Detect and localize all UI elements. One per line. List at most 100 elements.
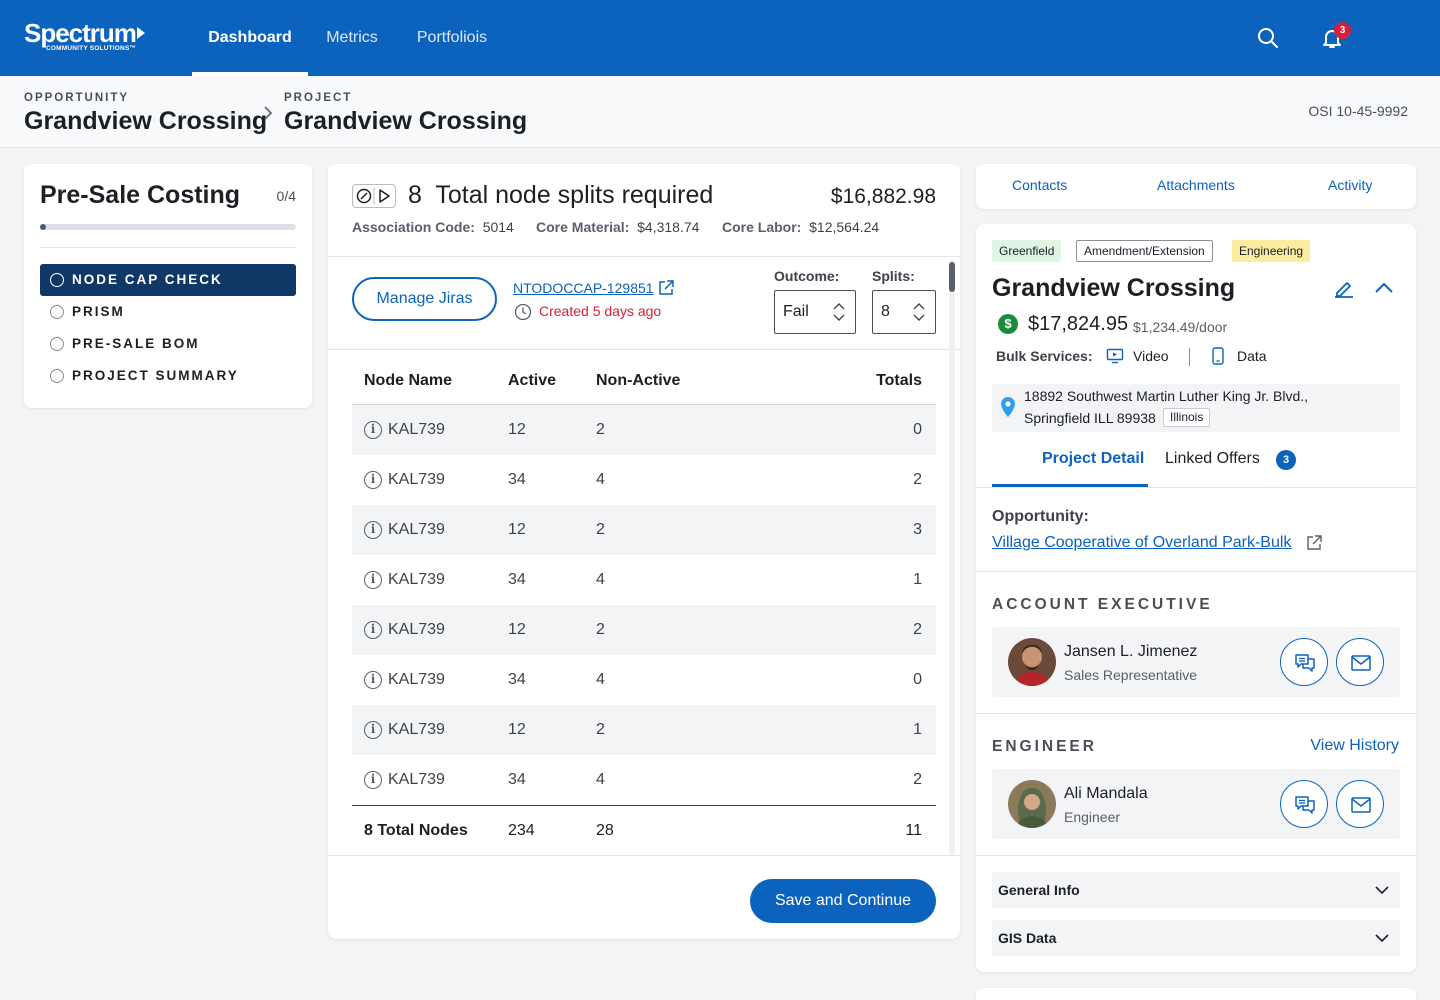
notification-badge: 3 <box>1334 22 1351 39</box>
node-splits-total: $16,882.98 <box>830 185 936 208</box>
external-link-icon[interactable] <box>657 279 675 302</box>
table-row[interactable]: i KAL739 12 2 2 <box>352 605 936 655</box>
table-scrollbar[interactable] <box>949 260 955 856</box>
splits-stepper[interactable]: 8 <box>872 290 936 334</box>
info-icon[interactable]: i <box>364 721 382 739</box>
opportunity-title[interactable]: Grandview Crossing <box>24 107 268 135</box>
tab-contacts[interactable]: Contacts <box>1012 177 1068 193</box>
external-link-icon[interactable] <box>1305 534 1323 557</box>
linked-offers-count: 3 <box>1276 450 1296 470</box>
non-active-cell: 2 <box>596 521 605 538</box>
info-icon[interactable]: i <box>364 421 382 439</box>
next-card <box>976 988 1416 1000</box>
state-chip: Illinois <box>1163 408 1211 427</box>
accordion-gis-data[interactable]: GIS Data <box>992 920 1400 956</box>
totals-cell: 2 <box>913 471 922 488</box>
info-icon[interactable]: i <box>364 571 382 589</box>
tab-activity[interactable]: Activity <box>1328 177 1373 193</box>
non-active-cell: 2 <box>596 721 605 738</box>
bulk-services-label: Bulk Services: <box>996 348 1093 364</box>
osi-number: OSI 10-45-9992 <box>1308 103 1408 119</box>
top-nav: Spectrum COMMUNITY SOLUTIONS™ Dashboard … <box>0 0 1440 76</box>
info-icon[interactable]: i <box>364 671 382 689</box>
search-icon[interactable] <box>1256 26 1280 55</box>
presale-count: 0/4 <box>276 188 296 204</box>
table-row[interactable]: i KAL739 12 2 1 <box>352 705 936 755</box>
tab-project-detail[interactable]: Project Detail <box>1042 450 1145 467</box>
location-pin-icon <box>999 396 1017 423</box>
view-history-link[interactable]: View History <box>1310 737 1399 754</box>
bulk-service-video: Video <box>1133 348 1169 364</box>
table-row[interactable]: i KAL739 12 2 3 <box>352 505 936 555</box>
step-pre-sale-bom[interactable]: PRE-SALE BOM <box>40 328 296 360</box>
active-cell: 34 <box>508 571 526 588</box>
clock-icon <box>514 303 532 326</box>
node-splits-title: 8 Total node splits required <box>408 181 714 209</box>
non-active-cell: 4 <box>596 571 605 588</box>
info-icon[interactable]: i <box>364 621 382 639</box>
opportunity-link[interactable]: Village Cooperative of Overland Park-Bul… <box>992 534 1292 551</box>
info-icon[interactable]: i <box>364 471 382 489</box>
email-button[interactable] <box>1336 638 1384 686</box>
jira-link[interactable]: NTODOCCAP-129851 <box>513 280 654 296</box>
right-tabs: Contacts Attachments Activity <box>976 164 1416 209</box>
chevron-down-icon <box>1374 882 1390 901</box>
active-cell: 12 <box>508 521 526 538</box>
core-labor: Core Labor: $12,564.24 <box>722 219 880 235</box>
avatar <box>1008 638 1056 686</box>
table-row[interactable]: i KAL739 34 4 2 <box>352 755 936 805</box>
project-price: $17,824.95 <box>1028 313 1129 335</box>
collapse-chevron-up-icon[interactable] <box>1372 276 1396 305</box>
manage-jiras-button[interactable]: Manage Jiras <box>352 277 497 321</box>
step-project-summary[interactable]: PROJECT SUMMARY <box>40 360 296 392</box>
col-totals[interactable]: Totals <box>876 372 922 389</box>
chat-button[interactable] <box>1280 638 1328 686</box>
step-prism[interactable]: PRISM <box>40 296 296 328</box>
address-line1: 18892 Southwest Martin Luther King Jr. B… <box>1024 388 1309 404</box>
account-executive-name: Jansen L. Jimenez <box>1064 643 1198 660</box>
save-and-continue-button[interactable]: Save and Continue <box>750 879 936 923</box>
accordion-general-info[interactable]: General Info <box>992 872 1400 908</box>
core-material: Core Material: $4,318.74 <box>536 219 700 235</box>
col-active[interactable]: Active <box>508 372 557 389</box>
node-status-icons <box>352 184 396 208</box>
tab-attachments[interactable]: Attachments <box>1157 177 1235 193</box>
engineer-card: Ali Mandala Engineer <box>992 769 1400 839</box>
jira-created-time: Created 5 days ago <box>539 303 662 319</box>
nav-metrics[interactable]: Metrics <box>326 29 378 46</box>
presale-progress-fill <box>40 224 47 230</box>
active-cell: 12 <box>508 421 526 438</box>
table-row[interactable]: i KAL739 12 2 0 <box>352 405 936 455</box>
outcome-select[interactable]: Fail <box>774 290 856 334</box>
edit-icon[interactable] <box>1332 276 1356 305</box>
totals-cell: 1 <box>913 721 922 738</box>
tag-engineering: Engineering <box>1232 240 1311 262</box>
divider <box>976 855 1416 856</box>
table-row[interactable]: i KAL739 34 4 1 <box>352 555 936 605</box>
mail-icon <box>1351 655 1371 671</box>
project-title: Grandview Crossing <box>284 107 528 135</box>
tab-linked-offers[interactable]: Linked Offers <box>1165 450 1260 467</box>
nav-dashboard[interactable]: Dashboard <box>192 0 308 76</box>
info-icon[interactable]: i <box>364 771 382 789</box>
email-button[interactable] <box>1336 780 1384 828</box>
opportunity-label: Opportunity: <box>992 508 1089 525</box>
info-icon[interactable]: i <box>364 521 382 539</box>
spectrum-logo[interactable]: Spectrum COMMUNITY SOLUTIONS™ <box>24 20 145 52</box>
table-row[interactable]: i KAL739 34 4 2 <box>352 455 936 505</box>
chat-button[interactable] <box>1280 780 1328 828</box>
node-name-cell: KAL739 <box>388 771 445 788</box>
scrollbar-thumb[interactable] <box>949 262 955 292</box>
tag-amendment: Amendment/Extension <box>1076 240 1213 262</box>
active-tab-indicator <box>992 484 1148 487</box>
tag-greenfield: Greenfield <box>992 240 1062 262</box>
nav-portfolios[interactable]: Portfoliois <box>416 29 488 46</box>
col-non-active[interactable]: Non-Active <box>596 372 681 389</box>
non-active-cell: 4 <box>596 471 605 488</box>
address-box: 18892 Southwest Martin Luther King Jr. B… <box>992 384 1400 432</box>
table-row[interactable]: i KAL739 34 4 0 <box>352 655 936 705</box>
node-splits-panel: 8 Total node splits required $16,882.98 … <box>328 164 960 939</box>
step-node-cap-check[interactable]: NODE CAP CHECK <box>40 264 296 296</box>
phone-icon <box>1211 347 1225 370</box>
col-node-name[interactable]: Node Name <box>364 372 453 389</box>
